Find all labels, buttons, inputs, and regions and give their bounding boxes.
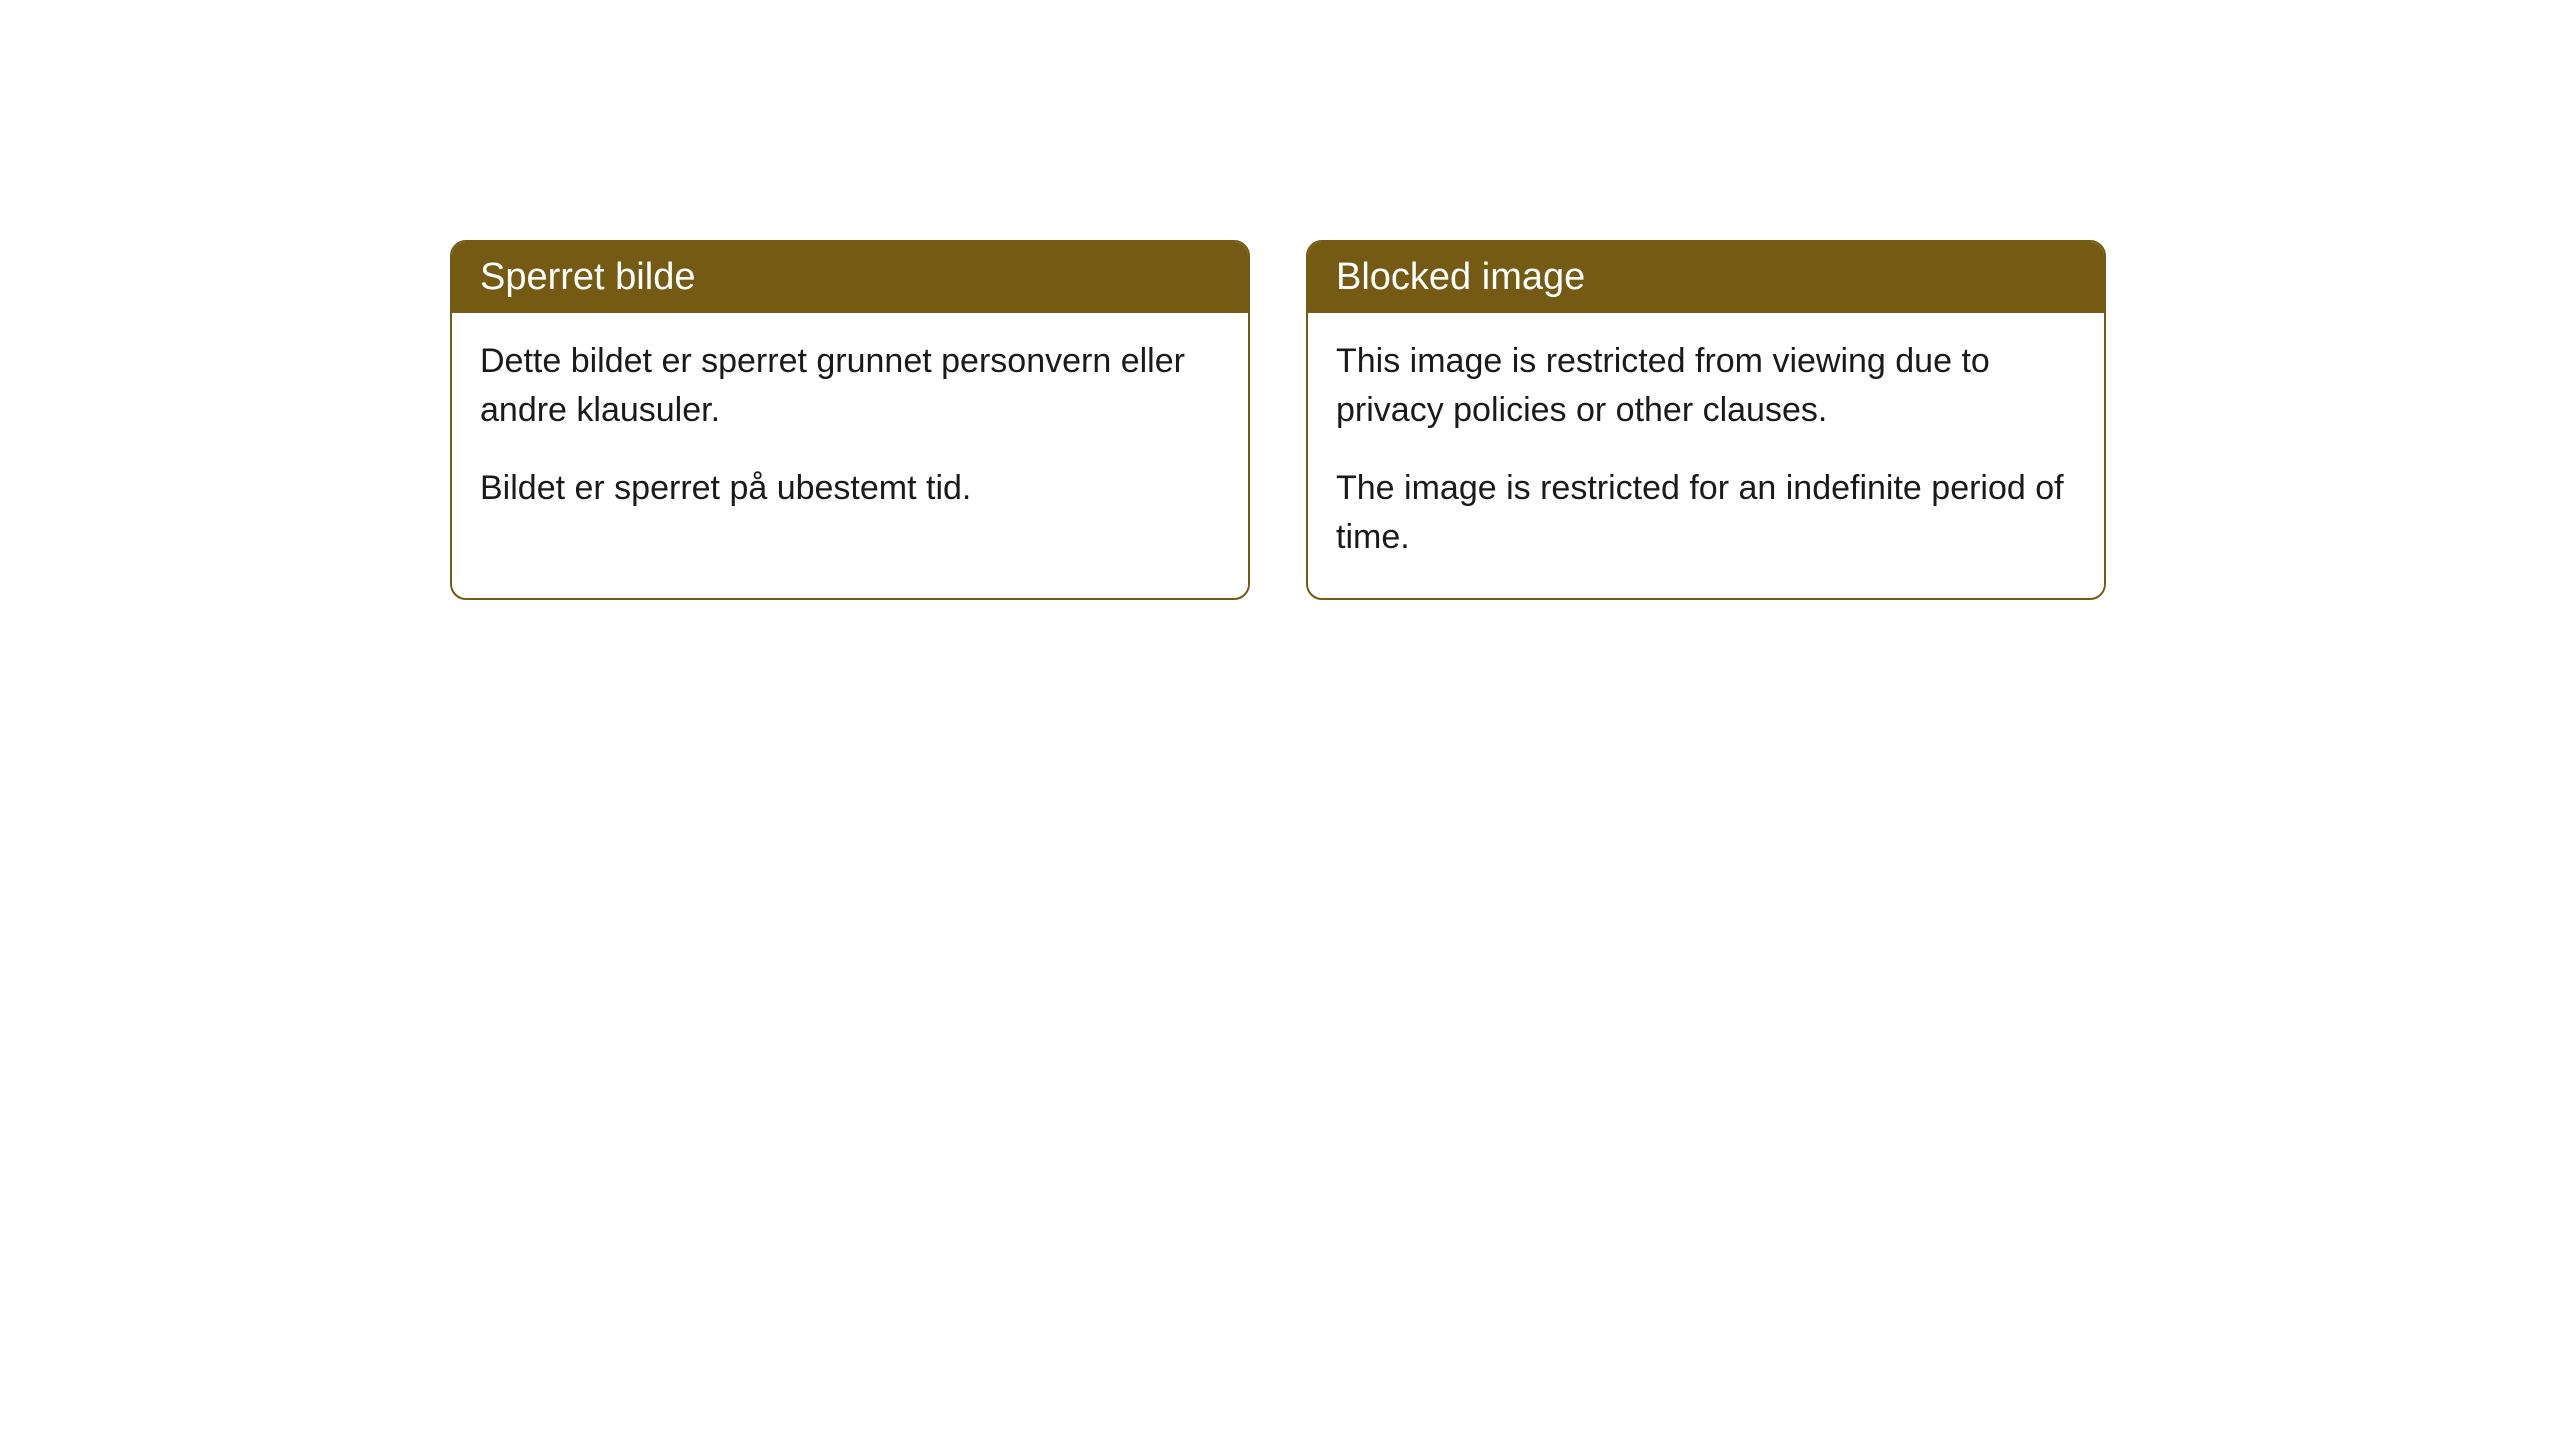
card-header: Blocked image — [1308, 242, 2104, 313]
card-body: Dette bildet er sperret grunnet personve… — [452, 313, 1248, 549]
blocked-image-card-norwegian: Sperret bilde Dette bildet er sperret gr… — [450, 240, 1250, 600]
card-header: Sperret bilde — [452, 242, 1248, 313]
card-paragraph: The image is restricted for an indefinit… — [1336, 464, 2076, 563]
notice-cards-container: Sperret bilde Dette bildet er sperret gr… — [450, 240, 2560, 600]
card-title: Sperret bilde — [480, 256, 695, 298]
card-paragraph: This image is restricted from viewing du… — [1336, 337, 2076, 436]
blocked-image-card-english: Blocked image This image is restricted f… — [1306, 240, 2106, 600]
card-title: Blocked image — [1336, 256, 1585, 298]
card-paragraph: Dette bildet er sperret grunnet personve… — [480, 337, 1220, 436]
card-body: This image is restricted from viewing du… — [1308, 313, 2104, 598]
card-paragraph: Bildet er sperret på ubestemt tid. — [480, 464, 1220, 513]
